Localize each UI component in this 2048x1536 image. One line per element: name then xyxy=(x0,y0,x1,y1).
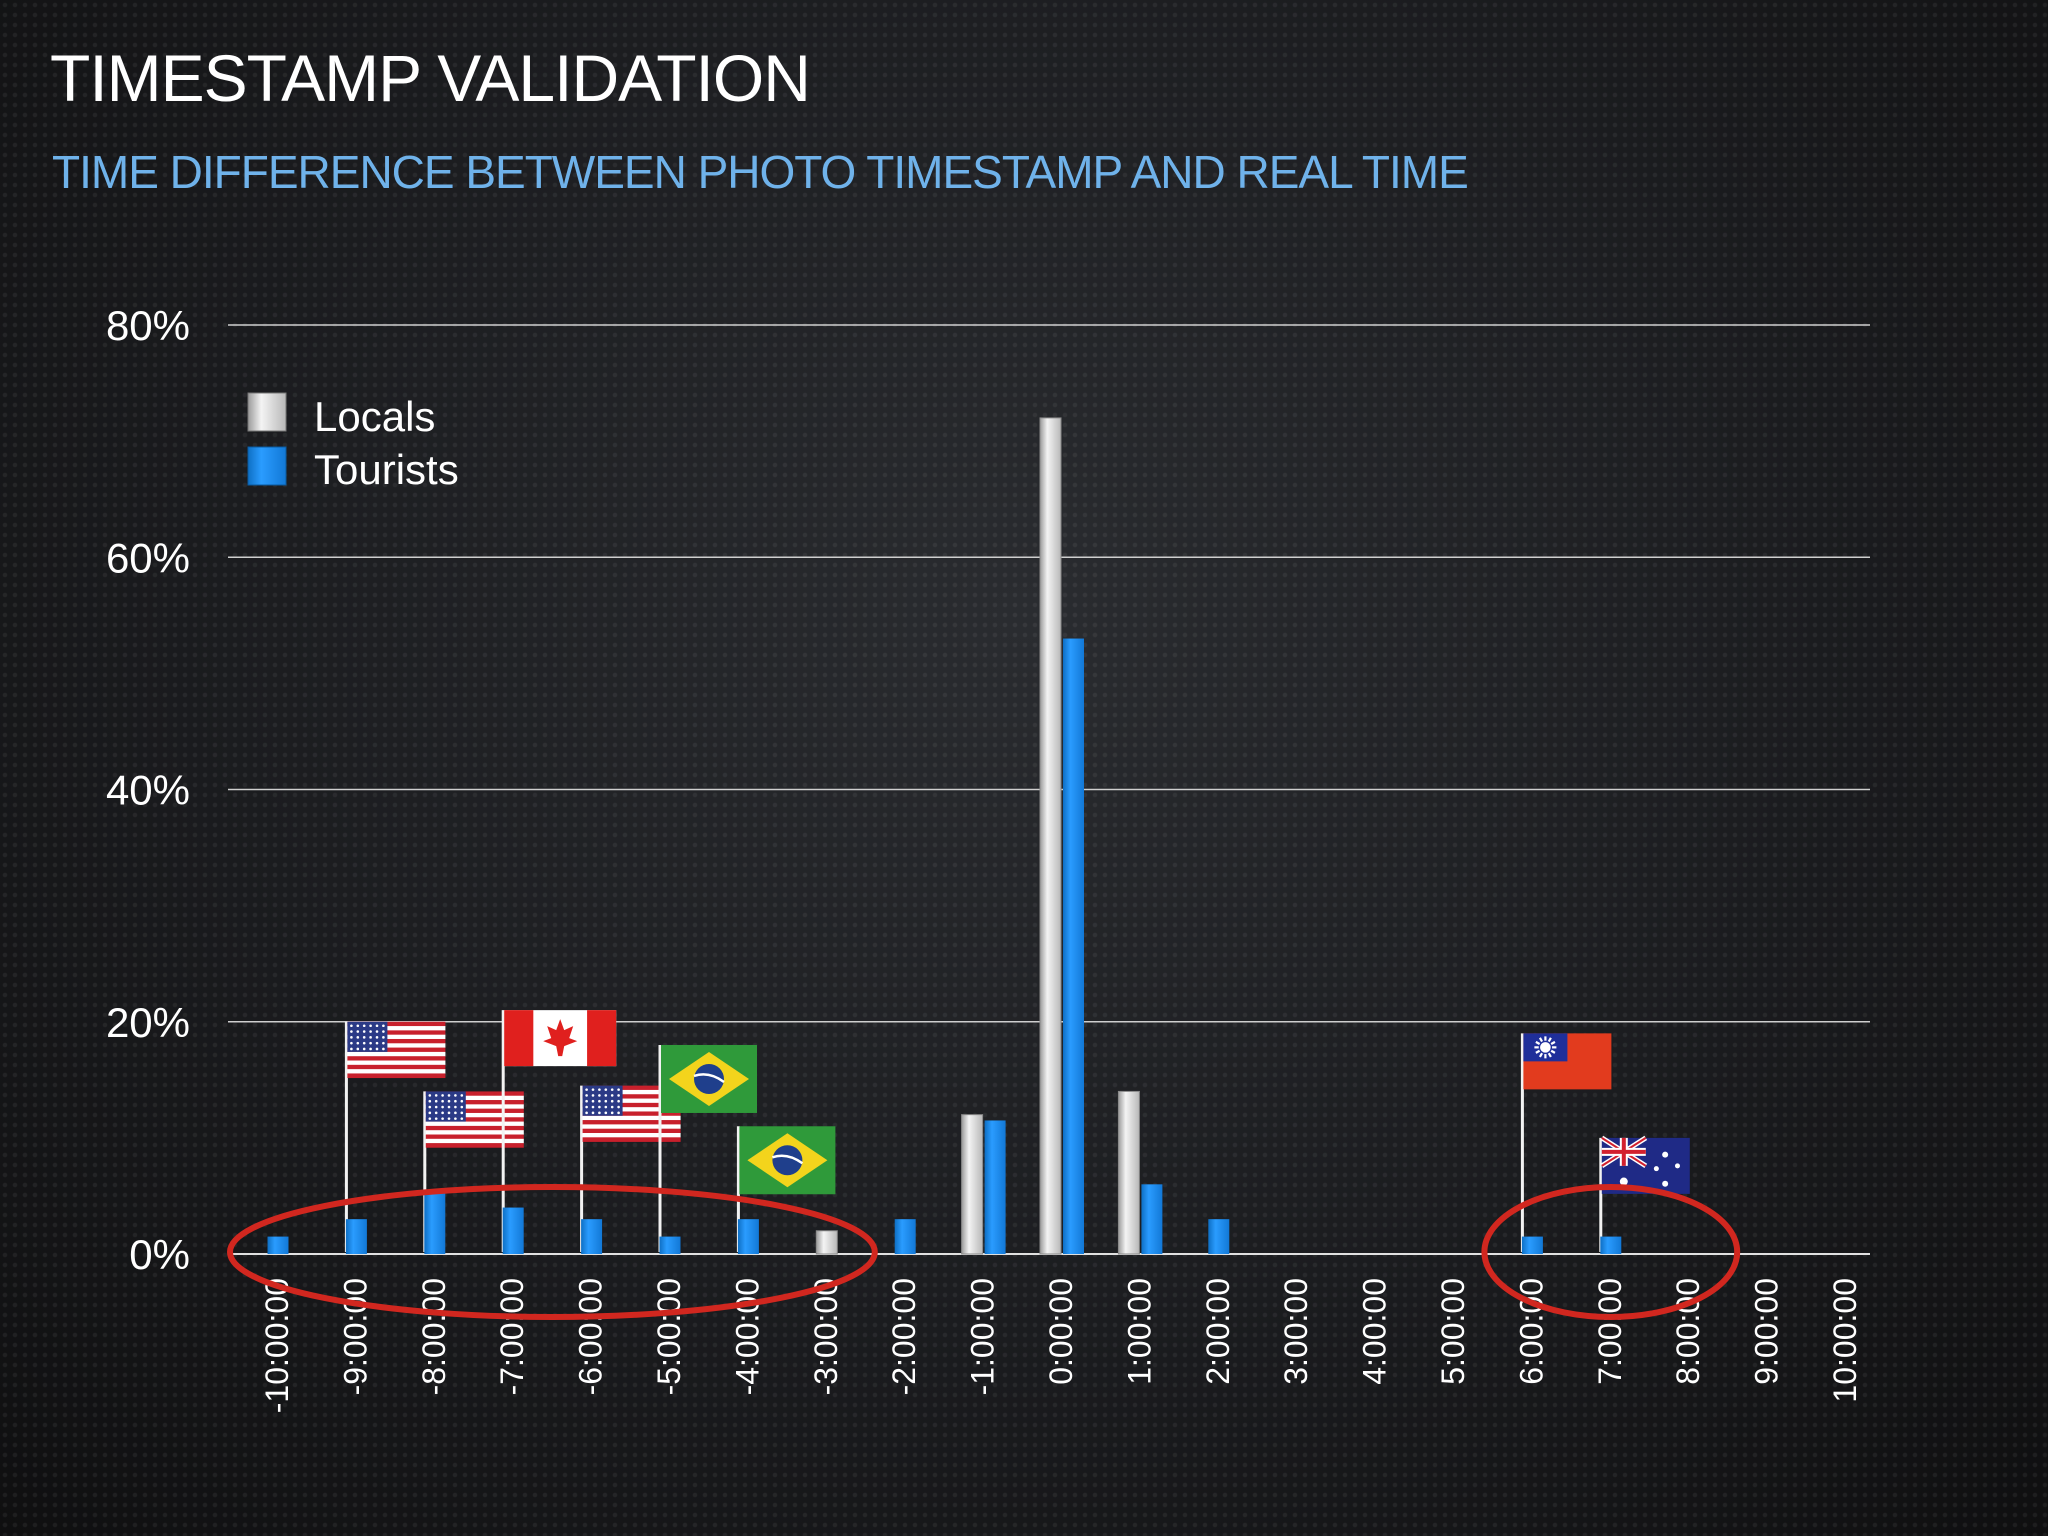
y-tick-label: 80% xyxy=(106,302,190,349)
bar-tourists xyxy=(659,1236,681,1254)
x-tick-label: 1:00:00 xyxy=(1121,1278,1157,1385)
legend-swatch-locals xyxy=(247,392,287,432)
united-states-flag xyxy=(425,1091,524,1148)
x-tick-label: -1:00:00 xyxy=(965,1278,1001,1395)
x-tick-label: 5:00:00 xyxy=(1435,1278,1471,1385)
x-tick-label: -9:00:00 xyxy=(337,1278,373,1395)
bar-tourists xyxy=(1208,1219,1230,1254)
y-tick-label: 40% xyxy=(106,767,190,814)
slide-title: TIMESTAMP VALIDATION xyxy=(50,41,811,115)
legend-label-locals: Locals xyxy=(314,393,435,440)
bar-tourists xyxy=(984,1120,1006,1254)
bar-tourists xyxy=(1063,638,1084,1254)
x-tick-label: -8:00:00 xyxy=(416,1278,452,1395)
bar-locals xyxy=(815,1230,838,1255)
x-tick-label: 2:00:00 xyxy=(1200,1278,1236,1385)
x-tick-label: 9:00:00 xyxy=(1749,1278,1785,1385)
bar-tourists xyxy=(581,1219,603,1254)
legend-label-tourists: Tourists xyxy=(314,446,459,493)
bar-tourists xyxy=(345,1219,367,1254)
x-tick-label: 7:00:00 xyxy=(1592,1278,1628,1385)
x-tick-label: -4:00:00 xyxy=(729,1278,765,1395)
x-tick-label: -10:00:00 xyxy=(259,1278,295,1413)
slide-subtitle: TIME DIFFERENCE BETWEEN PHOTO TIMESTAMP … xyxy=(52,146,1469,198)
taiwan-flag xyxy=(1523,1033,1612,1090)
united-states-flag xyxy=(582,1085,681,1142)
bar-tourists xyxy=(424,1190,446,1254)
bar-tourists xyxy=(737,1219,759,1254)
bar-tourists xyxy=(1141,1184,1163,1254)
highlight-circle xyxy=(1481,1184,1741,1320)
legend-swatch-tourists xyxy=(247,446,287,486)
x-tick-label: 4:00:00 xyxy=(1357,1278,1393,1385)
y-tick-label: 20% xyxy=(106,999,190,1046)
brazil-flag xyxy=(661,1044,757,1113)
bar-locals xyxy=(961,1114,984,1255)
bar-locals xyxy=(1039,417,1062,1255)
x-tick-label: -3:00:00 xyxy=(808,1278,844,1395)
united-states-flag xyxy=(347,1021,446,1079)
bar-locals xyxy=(1117,1090,1140,1255)
x-tick-label: 0:00:00 xyxy=(1043,1278,1079,1385)
x-tick-label: -5:00:00 xyxy=(651,1278,687,1395)
bar-tourists xyxy=(267,1236,289,1254)
brazil-flag xyxy=(739,1126,836,1195)
highlight-circle xyxy=(227,1184,878,1320)
x-tick-label: -7:00:00 xyxy=(494,1278,530,1395)
bar-tourists xyxy=(1521,1236,1543,1254)
bar-tourists xyxy=(1600,1236,1622,1254)
x-tick-label: 8:00:00 xyxy=(1670,1278,1706,1385)
x-tick-label: 3:00:00 xyxy=(1278,1278,1314,1385)
x-tick-label: -6:00:00 xyxy=(573,1278,609,1395)
x-tick-label: -2:00:00 xyxy=(886,1278,922,1395)
y-tick-label: 0% xyxy=(129,1231,190,1278)
x-tick-label: 10:00:00 xyxy=(1827,1278,1863,1403)
bar-tourists xyxy=(502,1207,524,1254)
y-tick-label: 60% xyxy=(106,534,190,581)
canada-flag xyxy=(504,1010,617,1067)
bar-tourists xyxy=(894,1219,916,1254)
